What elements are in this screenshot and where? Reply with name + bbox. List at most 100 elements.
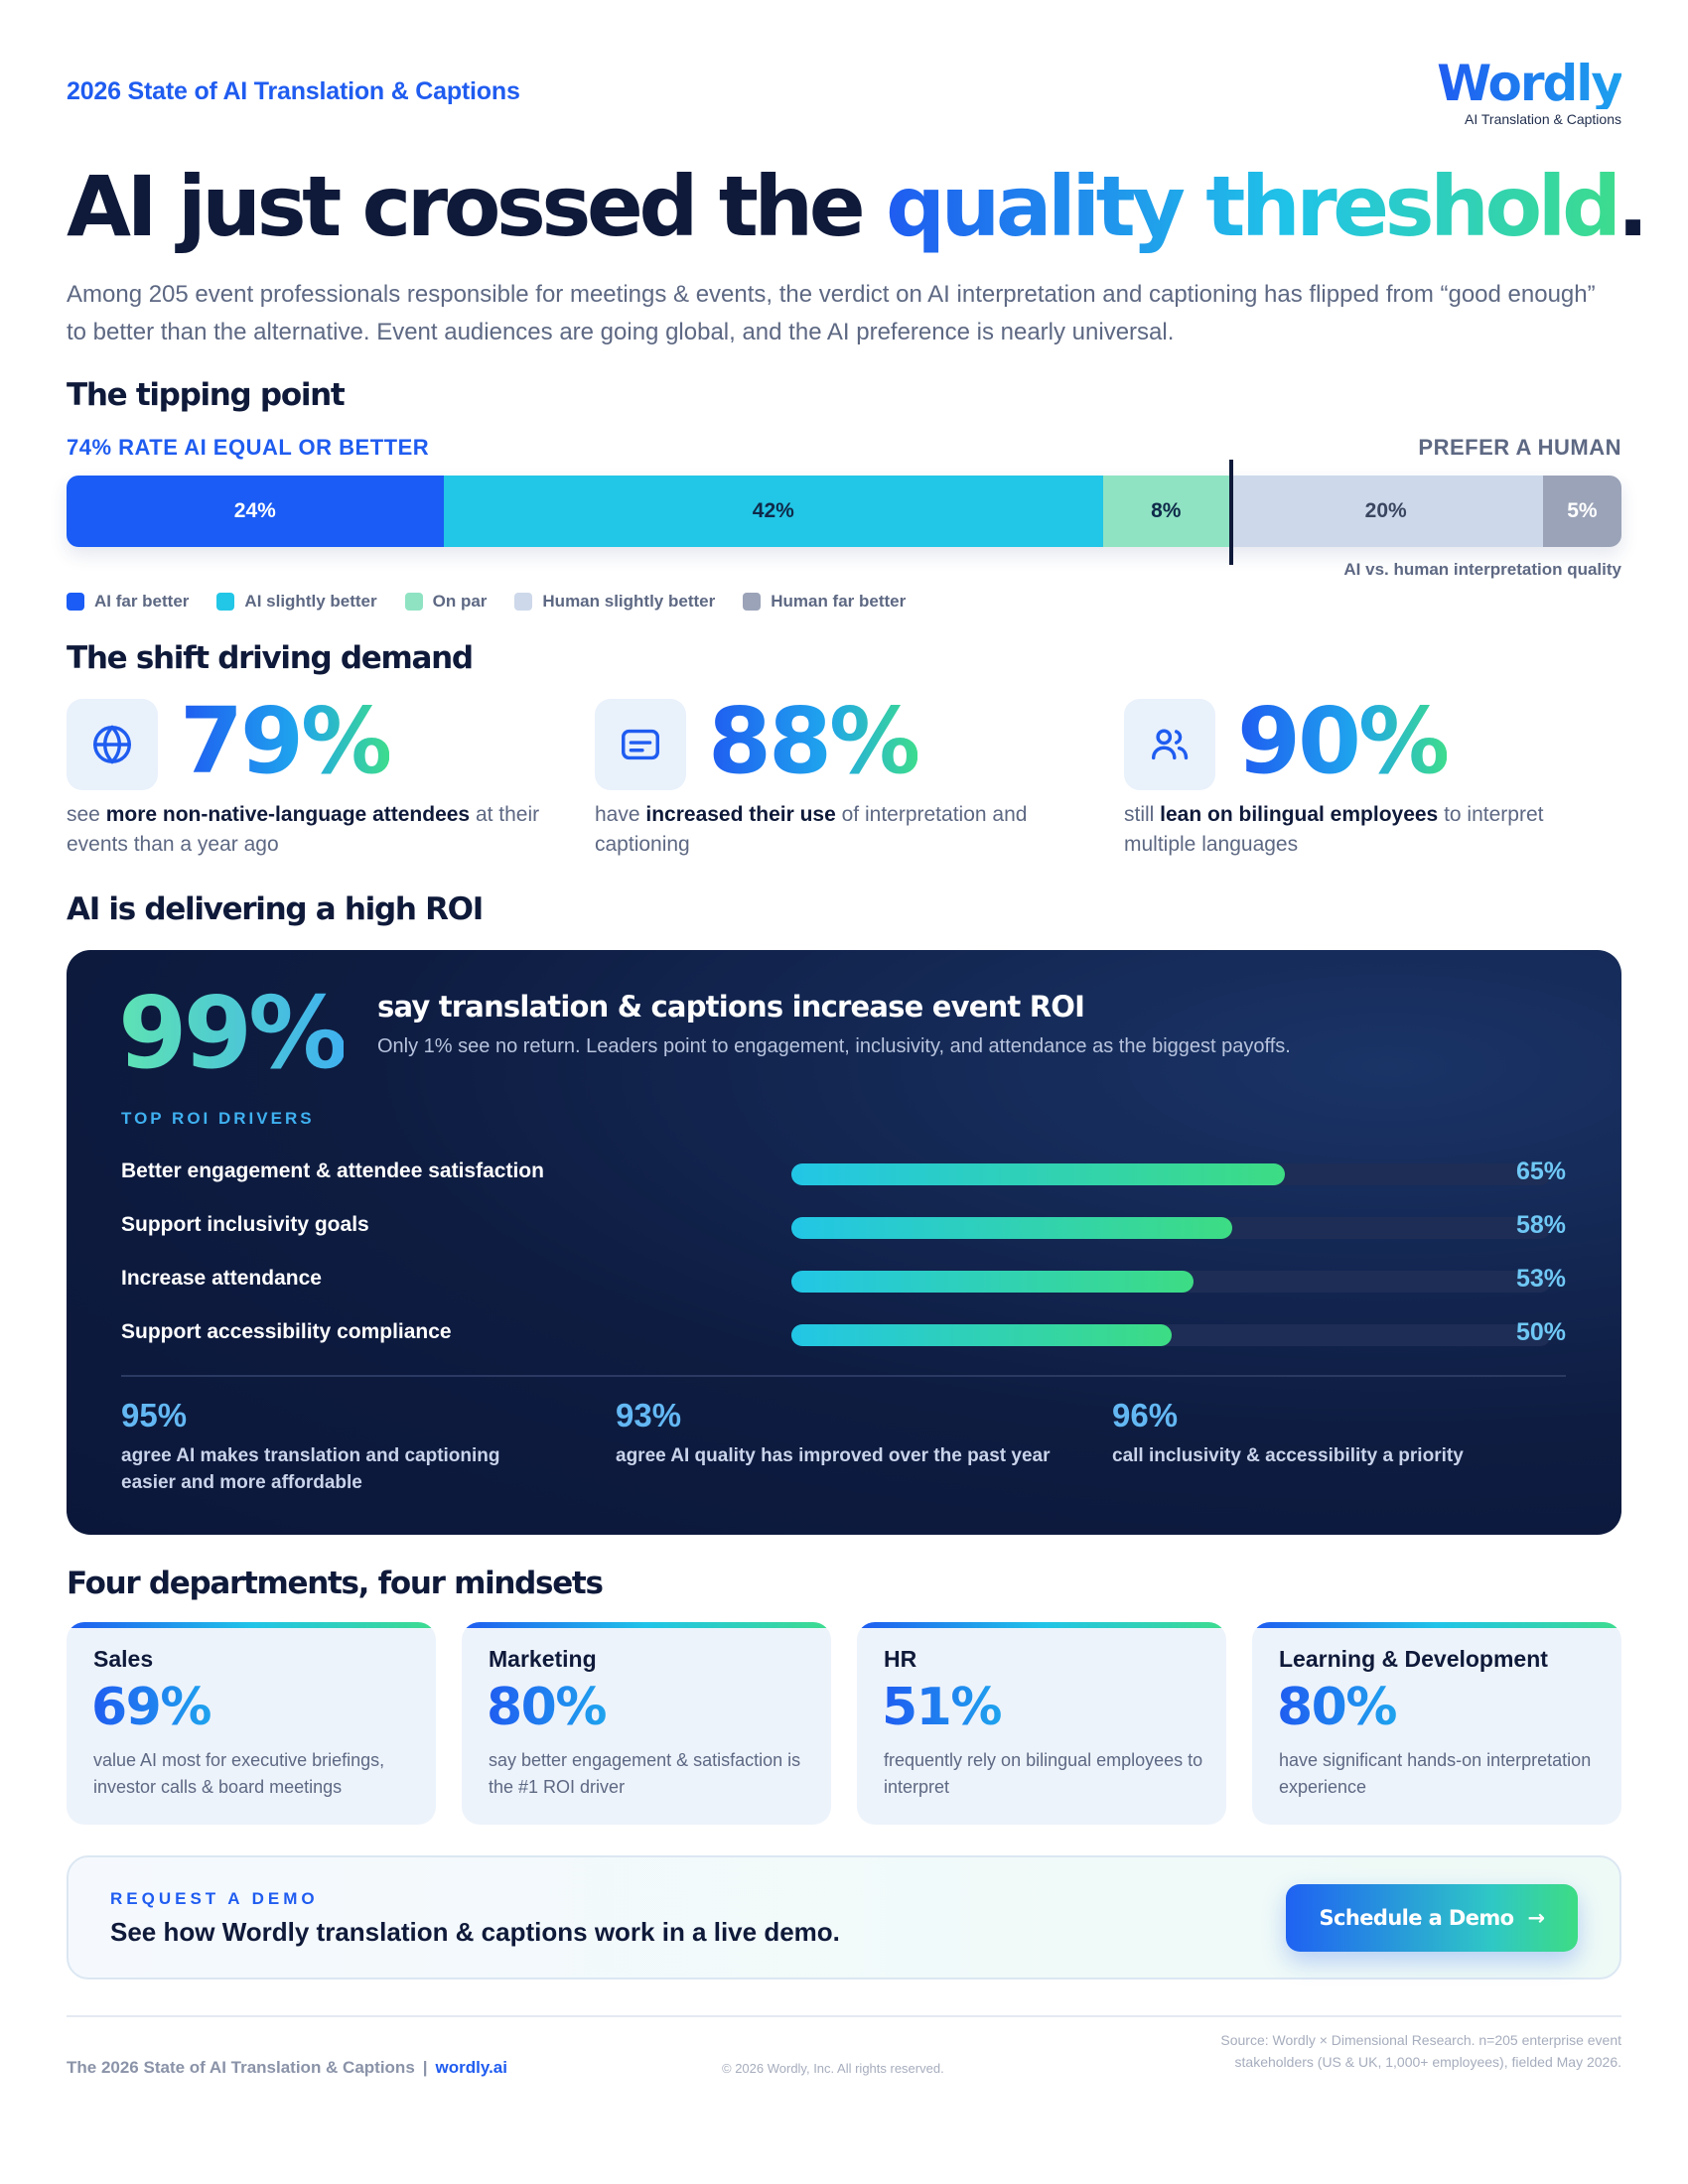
- roi-subtext: Only 1% see no return. Leaders point to …: [377, 1035, 1291, 1057]
- captions-icon: [595, 699, 686, 790]
- legend-item: AI far better: [67, 592, 189, 612]
- legend-label: AI far better: [94, 592, 190, 611]
- stack-segment-on-par: 8%: [1102, 476, 1229, 547]
- globe-icon: [67, 699, 158, 790]
- stacked-bar-chart: 24% 42% 8% 20% 5%: [67, 476, 1621, 547]
- roi-stat-priority: 96% call inclusivity & accessibility a p…: [1112, 1397, 1549, 1469]
- roi-stat-affordable: 95% agree AI makes translation and capti…: [121, 1397, 558, 1496]
- dept-stat: 51%: [882, 1678, 1002, 1737]
- roi-driver-bar: [791, 1324, 1172, 1346]
- legend-item: Human far better: [743, 592, 906, 612]
- legend-label: AI slightly better: [244, 592, 377, 611]
- dept-accent-bar: [67, 1622, 436, 1628]
- legend-swatch: [404, 593, 423, 611]
- roi-driver-label: Increase attendance: [121, 1267, 322, 1290]
- roi-headline: say translation & captions increase even…: [377, 990, 1085, 1024]
- roi-driver-bar: [791, 1271, 1195, 1293]
- roi-stat-value: 93%: [616, 1397, 682, 1433]
- roi-panel: 99% say translation & captions increase …: [67, 950, 1621, 1535]
- roi-driver-row: Increase attendance 53%: [121, 1263, 1566, 1298]
- roi-driver-bar: [791, 1163, 1286, 1185]
- roi-stat-text: agree AI quality has improved over the p…: [616, 1445, 1051, 1466]
- wordly-logo[interactable]: Wordly AI Translation & Captions: [1437, 58, 1623, 127]
- roi-stat-value: 95%: [121, 1397, 188, 1433]
- stack-segment-human-slightly-better: 20%: [1228, 476, 1543, 547]
- headline-highlight: quality threshold: [885, 158, 1621, 255]
- roi-stat-text: call inclusivity & accessibility a prior…: [1112, 1445, 1464, 1466]
- footer-report-name: The 2026 State of AI Translation & Capti…: [67, 2058, 507, 2077]
- section-title-shift: The shift driving demand: [67, 640, 474, 676]
- roi-driver-row: Support accessibility compliance 50%: [121, 1316, 1566, 1352]
- infographic-page: 2026 State of AI Translation & Captions …: [67, 0, 1649, 2184]
- footer-source: Source: Wordly × Dimensional Research. n…: [1220, 2032, 1621, 2070]
- stack-segment-ai-far-better: 24%: [67, 476, 444, 547]
- legend-label: Human far better: [771, 592, 907, 611]
- roi-driver-label: Support accessibility compliance: [121, 1320, 452, 1343]
- dept-stat: 80%: [1277, 1678, 1397, 1737]
- roi-big-stat: 99%: [118, 975, 348, 1091]
- section-title-tipping-point: The tipping point: [67, 377, 346, 413]
- shift-card-bilingual: 90% still lean on bilingual employees to…: [1124, 688, 1620, 868]
- roi-driver-track: [791, 1217, 1551, 1239]
- roi-stat-quality: 93% agree AI quality has improved over t…: [616, 1397, 1053, 1469]
- section-title-departments: Four departments, four mindsets: [67, 1566, 604, 1601]
- stack-segment-human-far-better: 5%: [1542, 476, 1621, 547]
- roi-driver-value: 53%: [1515, 1265, 1566, 1293]
- stat-description: see more non-native-language attendees a…: [67, 803, 540, 856]
- dept-card-learning-development: Learning & Development 80% have signific…: [1252, 1622, 1621, 1825]
- intro-paragraph: Among 205 event professionals responsibl…: [67, 281, 1596, 345]
- roi-driver-label: Support inclusivity goals: [121, 1213, 369, 1236]
- dept-accent-bar: [857, 1622, 1226, 1628]
- dept-stat: 69%: [91, 1678, 211, 1737]
- logo-tagline: AI Translation & Captions: [1465, 111, 1621, 127]
- stat-value: 79%: [180, 688, 392, 794]
- roi-stat-value: 96%: [1112, 1397, 1179, 1433]
- chart-legend: AI far better AI slightly better On par Hum…: [67, 592, 906, 612]
- schedule-demo-button[interactable]: Schedule a Demo →: [1286, 1884, 1578, 1952]
- roi-driver-bar: [791, 1217, 1232, 1239]
- roi-divider: [121, 1375, 1566, 1377]
- roi-driver-label: Better engagement & attendee satisfactio…: [121, 1160, 544, 1182]
- roi-drivers-title: TOP ROI DRIVERS: [121, 1109, 315, 1128]
- footer-site-link[interactable]: wordly.ai: [435, 2058, 507, 2077]
- dept-card-marketing: Marketing 80% say better engagement & sa…: [462, 1622, 831, 1825]
- stat-value: 88%: [708, 688, 920, 794]
- legend-label: Human slightly better: [542, 592, 716, 611]
- legend-swatch: [514, 593, 533, 611]
- threshold-divider: [1229, 460, 1233, 565]
- chart-caption: AI vs. human interpretation quality: [1343, 560, 1621, 579]
- page-headline: AI just crossed the quality threshold.: [67, 157, 1649, 256]
- dept-name: Learning & Development: [1279, 1646, 1548, 1672]
- legend-swatch: [67, 593, 84, 611]
- roi-driver-value: 50%: [1515, 1318, 1566, 1346]
- dept-name: HR: [884, 1646, 917, 1672]
- stat-description: still lean on bilingual employees to int…: [1124, 803, 1544, 856]
- stat-value: 90%: [1237, 688, 1450, 794]
- legend-label: On par: [432, 592, 488, 611]
- roi-driver-track: [791, 1163, 1551, 1185]
- footer-divider: [67, 2015, 1621, 2017]
- headline-period: .: [1617, 158, 1649, 255]
- headline-text: AI just crossed the: [67, 158, 886, 255]
- roi-driver-row: Support inclusivity goals 58%: [121, 1209, 1566, 1245]
- dept-accent-bar: [1252, 1622, 1621, 1628]
- dept-accent-bar: [462, 1622, 831, 1628]
- people-icon: [1124, 699, 1215, 790]
- legend-item: On par: [404, 592, 488, 612]
- stack-segment-ai-slightly-better: 42%: [443, 476, 1103, 547]
- footer-copyright: © 2026 Wordly, Inc. All rights reserved.: [722, 2061, 944, 2076]
- report-title: 2026 State of AI Translation & Captions: [67, 77, 520, 105]
- legend-swatch: [216, 593, 235, 611]
- roi-driver-track: [791, 1324, 1551, 1346]
- roi-driver-track: [791, 1271, 1551, 1293]
- prefer-human-label: PREFER A HUMAN: [1418, 435, 1621, 460]
- demo-cta-banner: REQUEST A DEMO See how Wordly translatio…: [67, 1855, 1621, 1979]
- ai-equal-or-better-label: 74% RATE AI EQUAL OR BETTER: [67, 435, 430, 460]
- roi-stat-text: agree AI makes translation and captionin…: [121, 1445, 500, 1493]
- cta-kicker: REQUEST A DEMO: [110, 1889, 319, 1908]
- dept-description: value AI most for executive briefings, i…: [93, 1750, 385, 1797]
- dept-description: frequently rely on bilingual employees t…: [884, 1750, 1203, 1797]
- legend-item: Human slightly better: [514, 592, 715, 612]
- legend-swatch: [743, 593, 762, 611]
- shift-card-non-native: 79% see more non-native-language attende…: [67, 688, 563, 868]
